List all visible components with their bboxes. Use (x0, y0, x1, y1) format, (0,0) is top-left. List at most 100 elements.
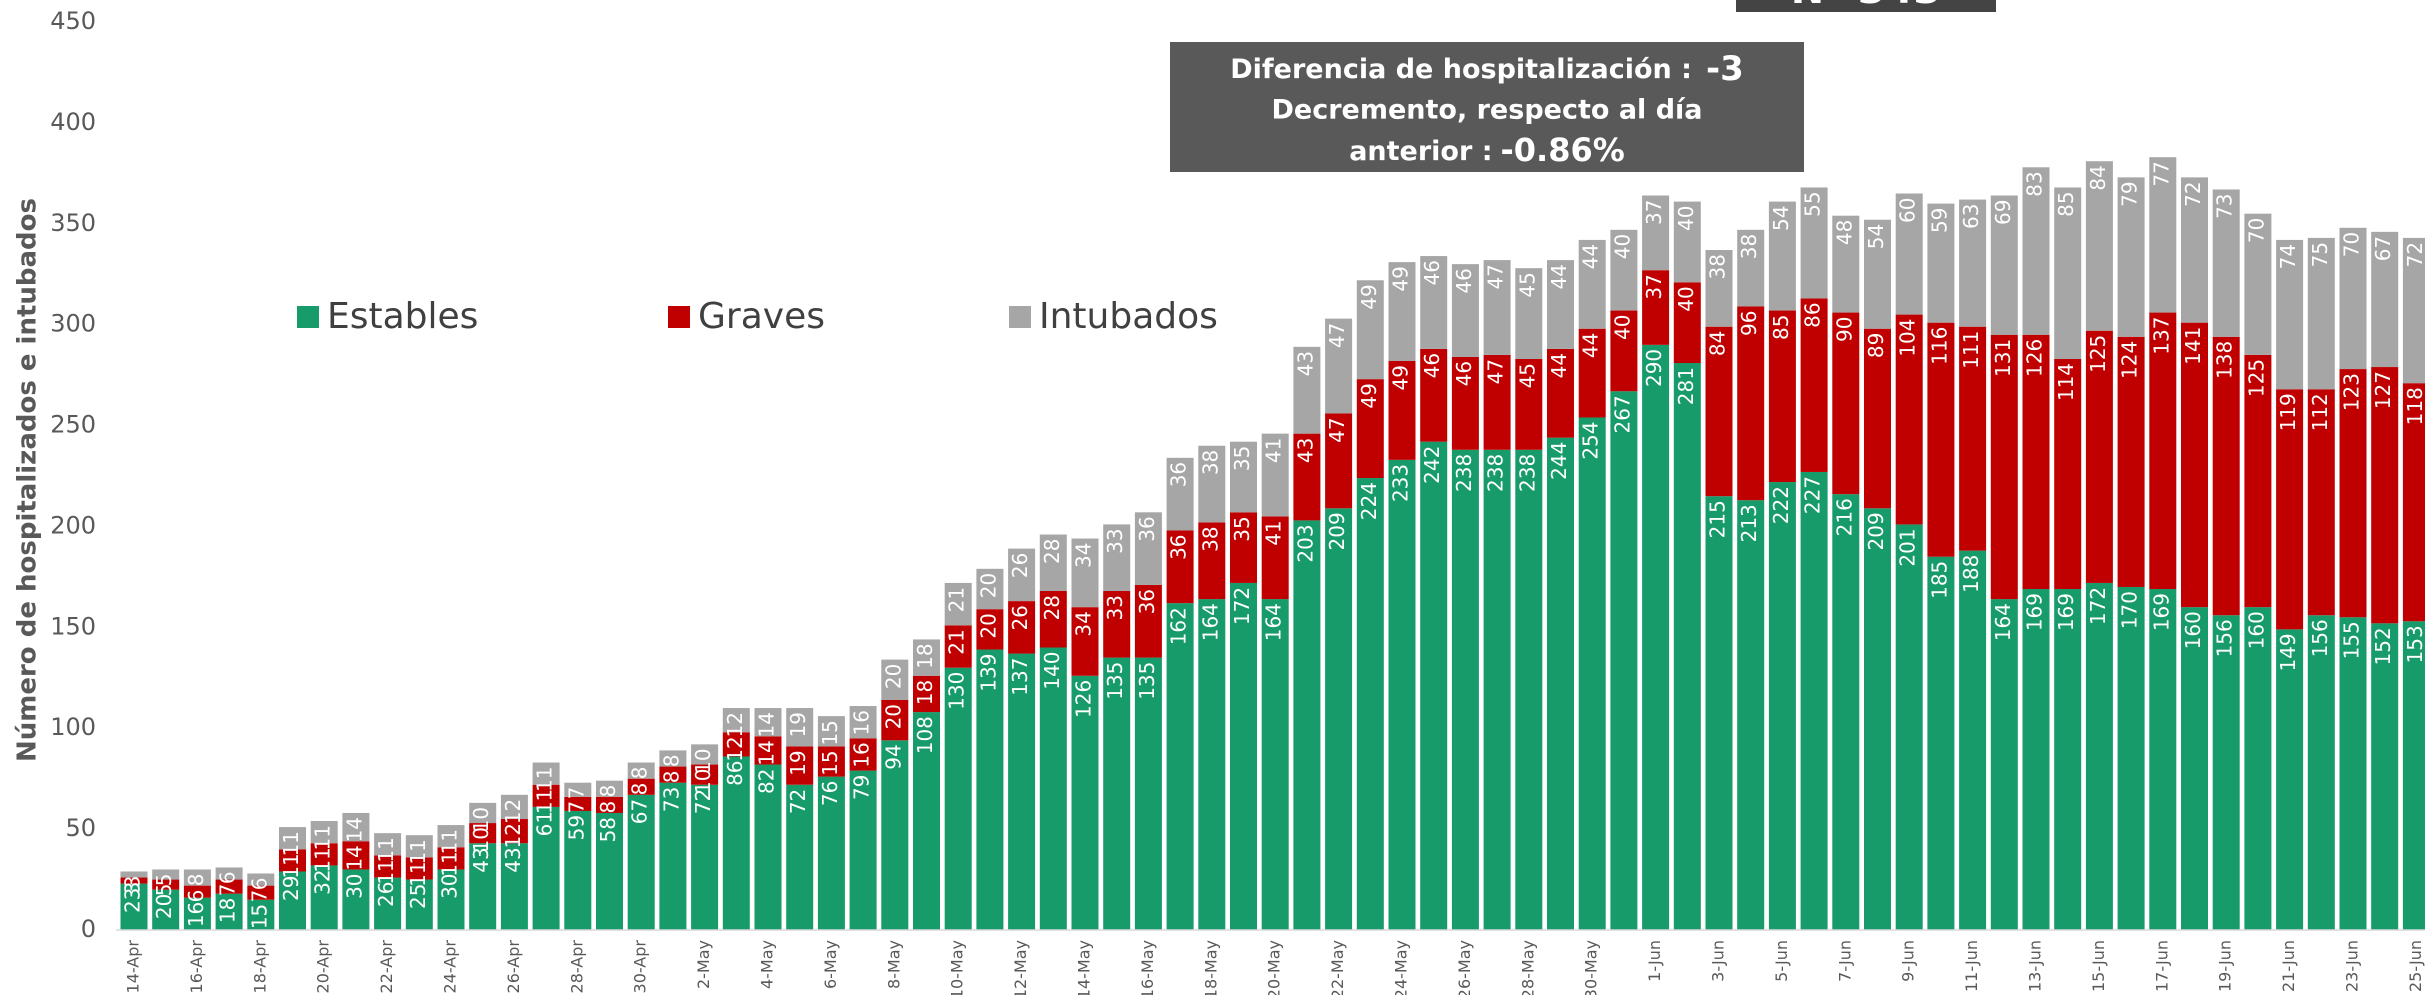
value-label: 72 (691, 789, 715, 814)
bar-segment (152, 889, 180, 930)
value-label: 20 (881, 664, 905, 689)
bar-segment (691, 744, 719, 765)
bar-segment (1578, 417, 1606, 930)
bar-segment (2054, 358, 2082, 589)
value-label: 19 (786, 750, 810, 775)
value-label: 7 (216, 884, 240, 897)
bar-segment (532, 806, 560, 930)
value-label: 55 (1801, 191, 1825, 216)
bar-segment (2117, 586, 2145, 930)
value-label: 37 (1642, 200, 1666, 225)
x-tick-label: 5-Jun (1772, 940, 1791, 982)
value-label: 72 (2403, 242, 2425, 267)
value-label: 35 (1230, 446, 1254, 471)
x-tick-label: 28-May (1518, 940, 1537, 995)
bar-segment (1800, 187, 1828, 299)
bar-segment (183, 869, 211, 886)
bar-segment (1832, 312, 1860, 495)
bar-segment (627, 762, 655, 779)
value-label: 14 (755, 712, 779, 737)
bar-segment (2022, 167, 2050, 335)
bar-segment (120, 883, 148, 930)
value-label: 6 (216, 871, 240, 884)
value-label: 11 (311, 847, 335, 872)
value-label: 32 (311, 869, 335, 894)
value-label: 79 (2118, 181, 2142, 206)
value-label: 84 (2086, 165, 2110, 190)
value-label: 11 (406, 839, 430, 864)
value-label: 35 (1230, 516, 1254, 541)
bar-segment (279, 827, 306, 850)
value-label: 160 (2244, 611, 2268, 649)
bar-segment (2212, 189, 2240, 337)
bar-segment (691, 764, 719, 785)
value-label: 36 (1167, 534, 1191, 559)
value-label: 16 (184, 902, 208, 927)
value-label: 23 (121, 888, 145, 913)
bar-segment (437, 847, 465, 870)
value-label: 125 (2086, 335, 2110, 373)
value-label: 43 (1293, 438, 1317, 463)
value-label: 124 (2118, 341, 2142, 379)
value-label: 36 (1135, 589, 1159, 614)
bar-segment (659, 766, 687, 783)
bar-segment (2181, 322, 2208, 608)
y-tick-label: 100 (50, 713, 96, 741)
value-label: 7 (247, 890, 271, 903)
bar-segment (500, 819, 528, 844)
value-label: 58 (596, 817, 620, 842)
bar-segment (564, 810, 592, 930)
value-label: 127 (2371, 371, 2395, 409)
y-tick-label: 0 (81, 915, 96, 943)
value-label: 59 (564, 815, 588, 840)
bar-segment (1134, 512, 1162, 585)
value-label: 29 (279, 875, 303, 900)
x-tick-label: 6-May (821, 940, 840, 989)
value-label: 156 (2308, 619, 2332, 657)
value-label: 75 (2308, 242, 2332, 267)
value-label: 8 (659, 754, 683, 767)
value-label: 67 (2371, 236, 2395, 261)
bar-segment (1547, 437, 1574, 930)
bar-segment (1768, 201, 1796, 311)
bar-segment (1515, 449, 1543, 930)
bar-segment (754, 736, 782, 765)
bar-segment (2371, 367, 2399, 624)
bar-segment (374, 877, 402, 930)
value-label: 112 (2308, 393, 2332, 431)
value-label: 267 (1610, 395, 1634, 433)
value-label: 41 (1262, 520, 1286, 545)
bar-segment (2371, 623, 2399, 930)
value-label: 172 (2086, 587, 2110, 625)
bar-segment (2339, 369, 2367, 618)
x-tick-label: 30-May (1582, 940, 1601, 995)
value-label: 26 (374, 882, 398, 907)
annotation-text: anterior : (1349, 136, 1492, 167)
value-label: 48 (1832, 220, 1856, 245)
bar-segment (2022, 334, 2050, 589)
value-label: 116 (1927, 327, 1951, 365)
bar-segment (1642, 270, 1670, 345)
bar-segment (722, 756, 750, 930)
bar-segment (1800, 471, 1828, 930)
value-label: 139 (976, 654, 1000, 692)
bar-segment (1071, 538, 1099, 608)
bar-segment (1230, 441, 1257, 513)
bar-segment (849, 706, 877, 739)
value-label: 242 (1420, 446, 1444, 484)
bar-segment (1705, 326, 1733, 497)
bar-segment (247, 899, 275, 930)
value-label: 104 (1896, 319, 1920, 357)
bar-segment (2244, 213, 2272, 355)
value-label: 94 (881, 744, 905, 769)
value-label: 45 (1515, 363, 1539, 388)
value-label: 18 (913, 643, 937, 668)
bar-segment (310, 821, 338, 844)
value-label: 3 (121, 882, 145, 895)
bar-segment (2149, 588, 2177, 930)
value-label: 85 (2054, 191, 2078, 216)
bar-segment (976, 609, 1004, 650)
value-label: 63 (1959, 204, 1983, 229)
bar-segment (1293, 520, 1321, 930)
bar-segment (849, 738, 877, 771)
